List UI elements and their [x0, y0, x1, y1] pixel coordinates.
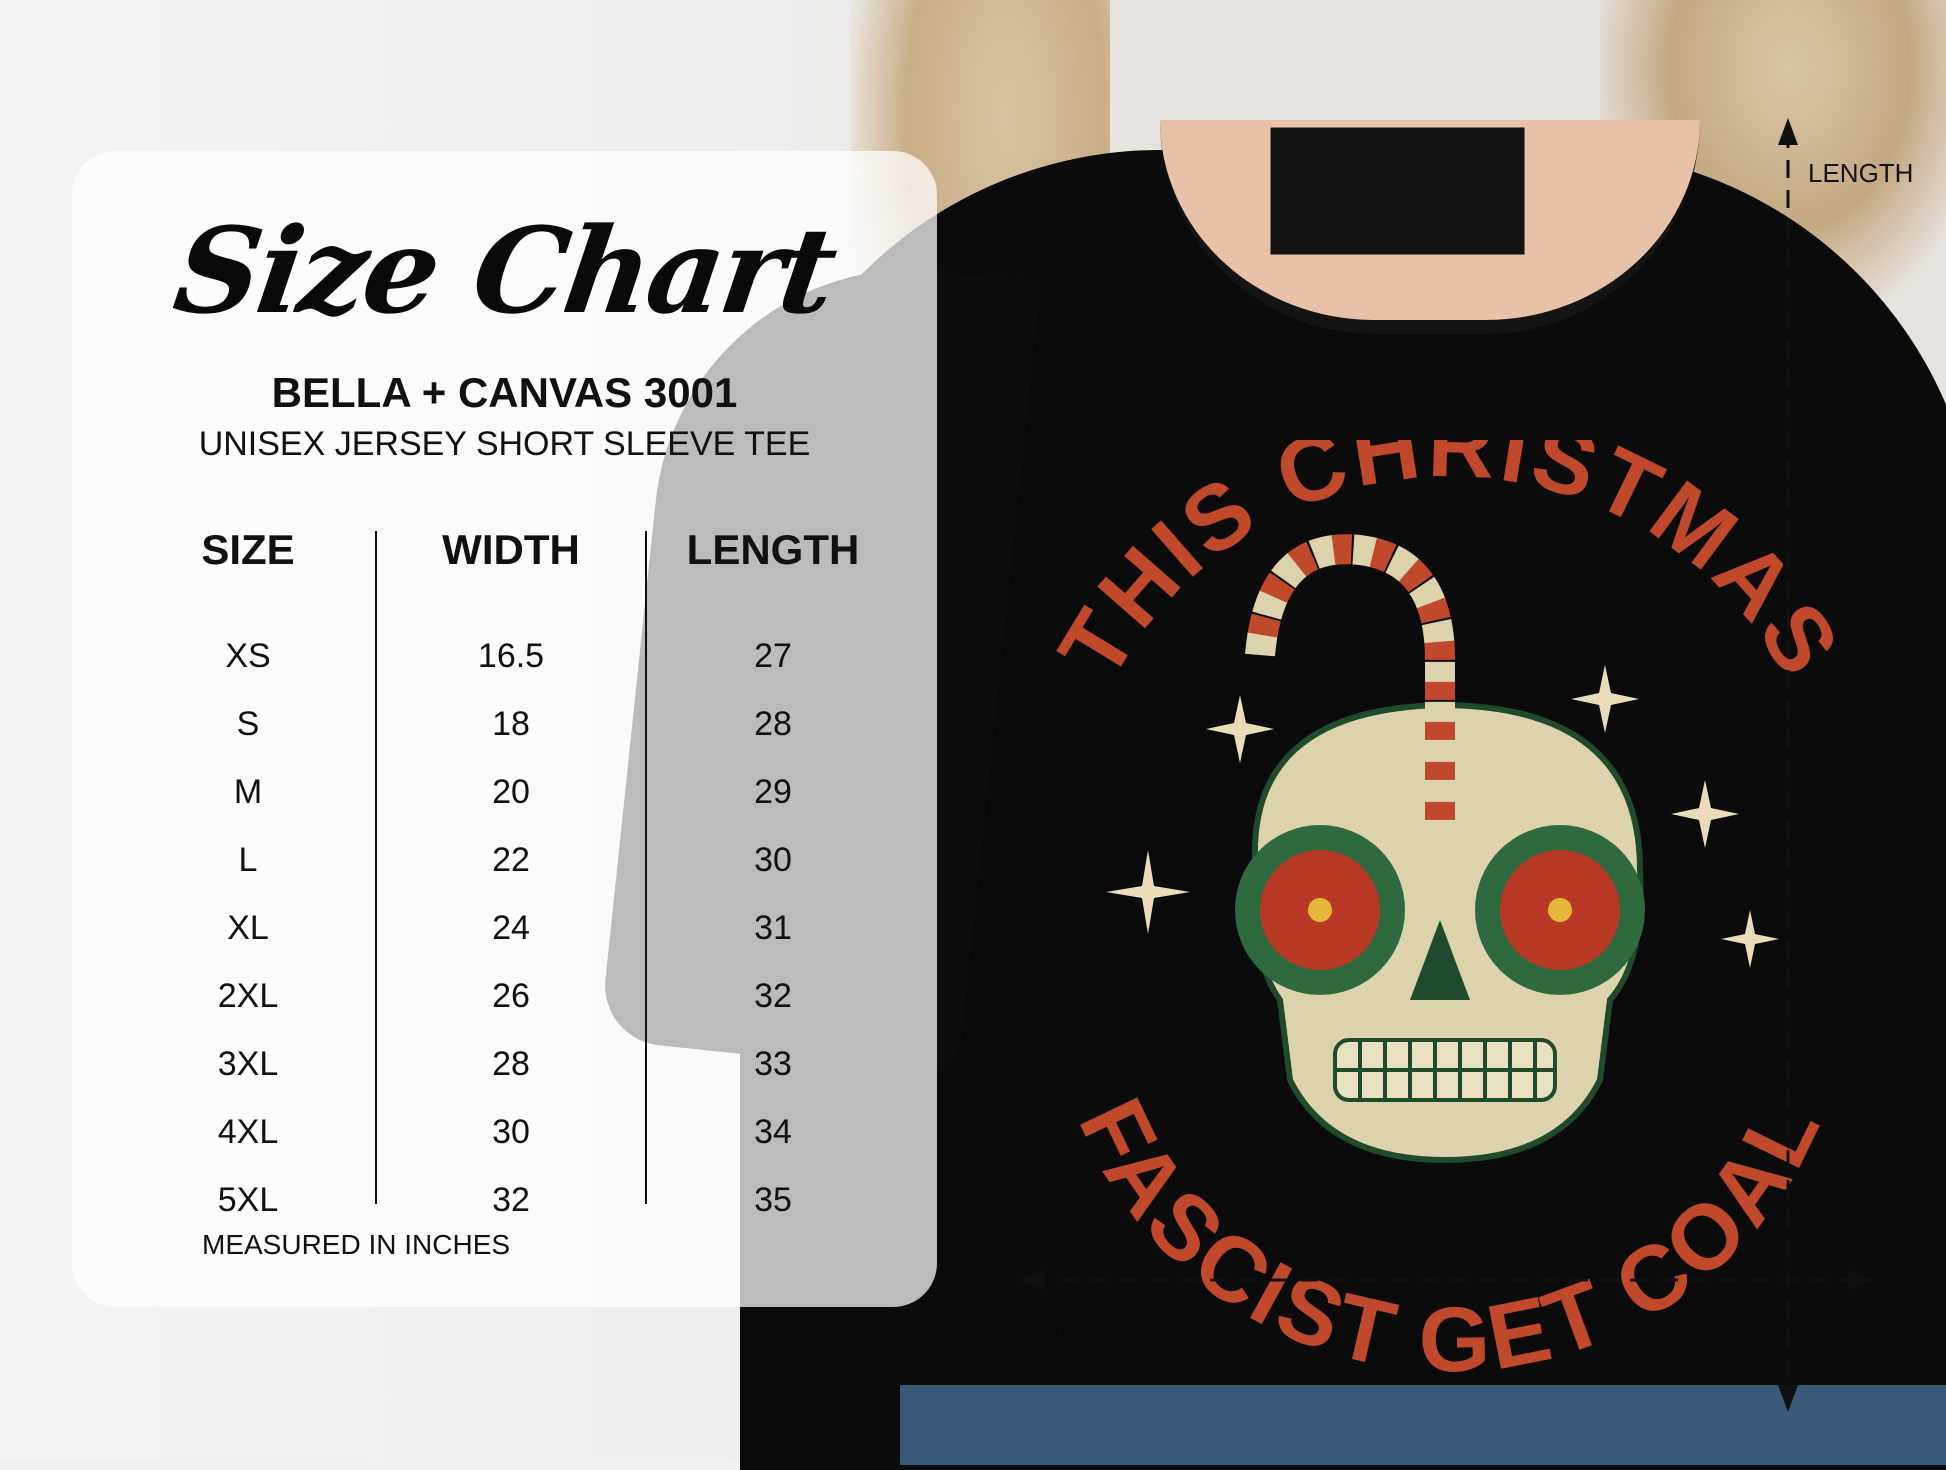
jeans — [900, 1385, 1946, 1465]
table-cell: 20 — [492, 773, 530, 811]
table-cell: 28 — [492, 1045, 530, 1083]
column-divider — [645, 531, 647, 1204]
table-cell: 26 — [492, 977, 530, 1015]
size-chart-title: Size Chart — [166, 201, 843, 340]
sparkles — [1106, 665, 1779, 968]
poinsettia-right — [1475, 825, 1645, 995]
table-cell: 31 — [754, 909, 792, 947]
brand-model: BELLA + CANVAS 3001 — [271, 369, 738, 416]
column-header: WIDTH — [442, 526, 580, 573]
column-divider — [375, 531, 377, 1204]
table-cell: 32 — [754, 977, 792, 1015]
table-cell: S — [236, 705, 260, 743]
table-cell: 30 — [754, 841, 792, 879]
table-cell: 3XL — [217, 1045, 279, 1083]
table-cell: 32 — [492, 1181, 530, 1219]
table-cell: 4XL — [217, 1113, 279, 1151]
table-cell: 5XL — [217, 1181, 279, 1219]
column-header: SIZE — [201, 526, 295, 573]
table-cell: 34 — [754, 1113, 792, 1151]
table-cell: L — [238, 841, 258, 879]
table-cell: 27 — [754, 637, 792, 675]
length-column: LENGTH 27 28 29 30 31 32 33 34 35 — [643, 526, 903, 1248]
table-cell: 30 — [492, 1113, 530, 1151]
length-label: LENGTH — [1808, 158, 1914, 188]
poinsettia-left — [1235, 825, 1405, 995]
table-cell: 2XL — [217, 977, 279, 1015]
table-cell: XL — [227, 909, 269, 947]
product-subtitle: UNISEX JERSEY SHORT SLEEVE TEE — [198, 425, 811, 463]
table-cell: 24 — [492, 909, 530, 947]
units-note: MEASURED IN INCHES — [202, 1229, 511, 1260]
table-cell: M — [233, 773, 263, 811]
width-column: WIDTH 16.5 18 20 22 24 26 28 30 32 — [381, 526, 641, 1248]
table-cell: 35 — [754, 1181, 792, 1219]
size-column: SIZE XS S M L XL 2XL 3XL 4XL 5XL — [118, 526, 378, 1248]
table-cell: 29 — [754, 773, 792, 811]
width-label: WIDTH — [1048, 1310, 1134, 1340]
table-cell: 22 — [492, 841, 530, 879]
table-cell: XS — [225, 637, 271, 675]
table-cell: 18 — [492, 705, 530, 743]
table-cell: 16.5 — [477, 637, 545, 675]
column-header: LENGTH — [686, 526, 860, 573]
size-chart-card: Size Chart BELLA + CANVAS 3001 UNISEX JE… — [72, 151, 937, 1307]
table-cell: 28 — [754, 705, 792, 743]
shirt-graphic: THIS CHRISTMAS FASCIST GET COAL — [1040, 440, 1856, 1392]
skull — [1251, 701, 1644, 1164]
table-cell: 33 — [754, 1045, 792, 1083]
